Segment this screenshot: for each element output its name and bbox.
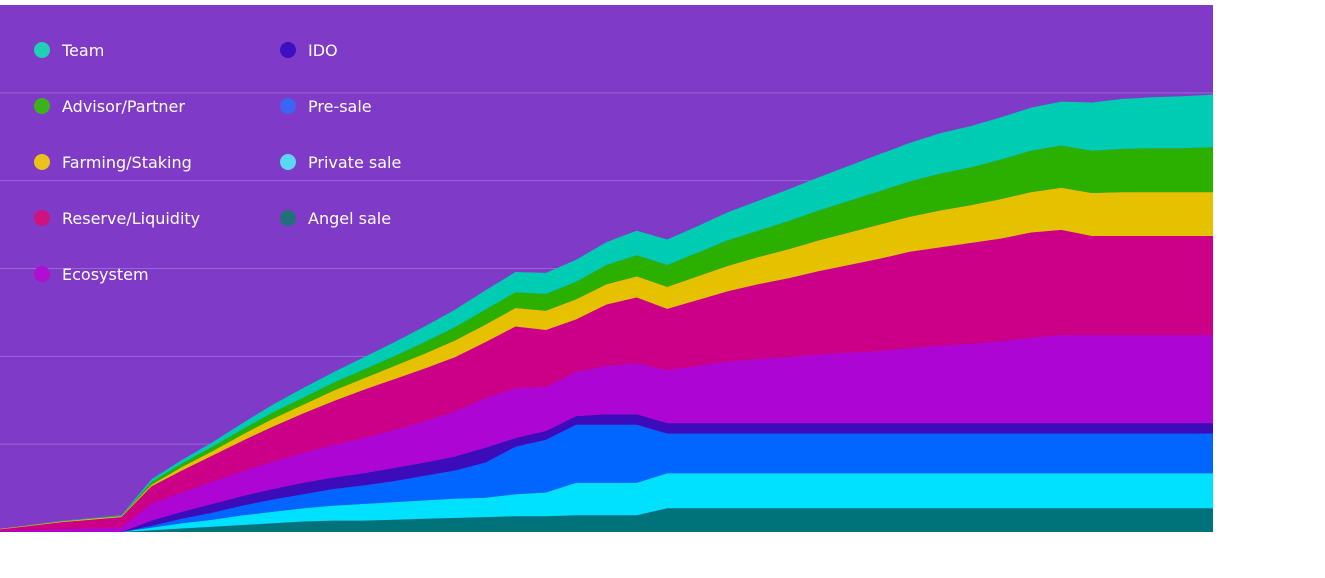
legend-item[interactable]: Private sale xyxy=(280,153,401,172)
area-pre-sale xyxy=(0,424,1213,532)
legend-label: Team xyxy=(61,41,104,60)
legend-item[interactable]: Ecosystem xyxy=(34,265,149,284)
legend-label: Pre-sale xyxy=(308,97,372,116)
area-advisor-partner xyxy=(0,145,1213,529)
legend-swatch xyxy=(34,42,50,58)
legend-swatch xyxy=(34,210,50,226)
area-reserve-liquidity xyxy=(0,229,1213,532)
legend-item[interactable]: Pre-sale xyxy=(280,97,372,116)
area-series xyxy=(0,94,1213,532)
legend-label: Private sale xyxy=(308,153,401,172)
area-team xyxy=(0,94,1213,529)
legend-swatch xyxy=(34,154,50,170)
legend: Team Advisor/Partner Farming/Staking Reserv… xyxy=(34,41,401,284)
legend-swatch xyxy=(34,98,50,114)
area-farming-staking xyxy=(0,187,1213,530)
legend-swatch xyxy=(280,98,296,114)
legend-swatch xyxy=(280,42,296,58)
legend-label: Farming/Staking xyxy=(62,153,192,172)
legend-item[interactable]: Angel sale xyxy=(280,209,391,228)
legend-label: Angel sale xyxy=(308,209,391,228)
legend-swatch xyxy=(34,266,50,282)
legend-label: Reserve/Liquidity xyxy=(62,209,200,228)
legend-item[interactable]: Team xyxy=(34,41,104,60)
legend-item[interactable]: IDO xyxy=(280,41,338,60)
legend-item[interactable]: Reserve/Liquidity xyxy=(34,209,200,228)
area-ido xyxy=(0,414,1213,532)
area-ecosystem xyxy=(0,335,1213,532)
area-private-sale xyxy=(0,473,1213,532)
legend-item[interactable]: Farming/Staking xyxy=(34,153,192,172)
legend-swatch xyxy=(280,154,296,170)
legend-item[interactable]: Advisor/Partner xyxy=(34,97,185,116)
area-angel-sale xyxy=(0,508,1213,532)
legend-swatch xyxy=(280,210,296,226)
legend-label: IDO xyxy=(308,41,338,60)
legend-label: Ecosystem xyxy=(62,265,149,284)
legend-label: Advisor/Partner xyxy=(62,97,185,116)
